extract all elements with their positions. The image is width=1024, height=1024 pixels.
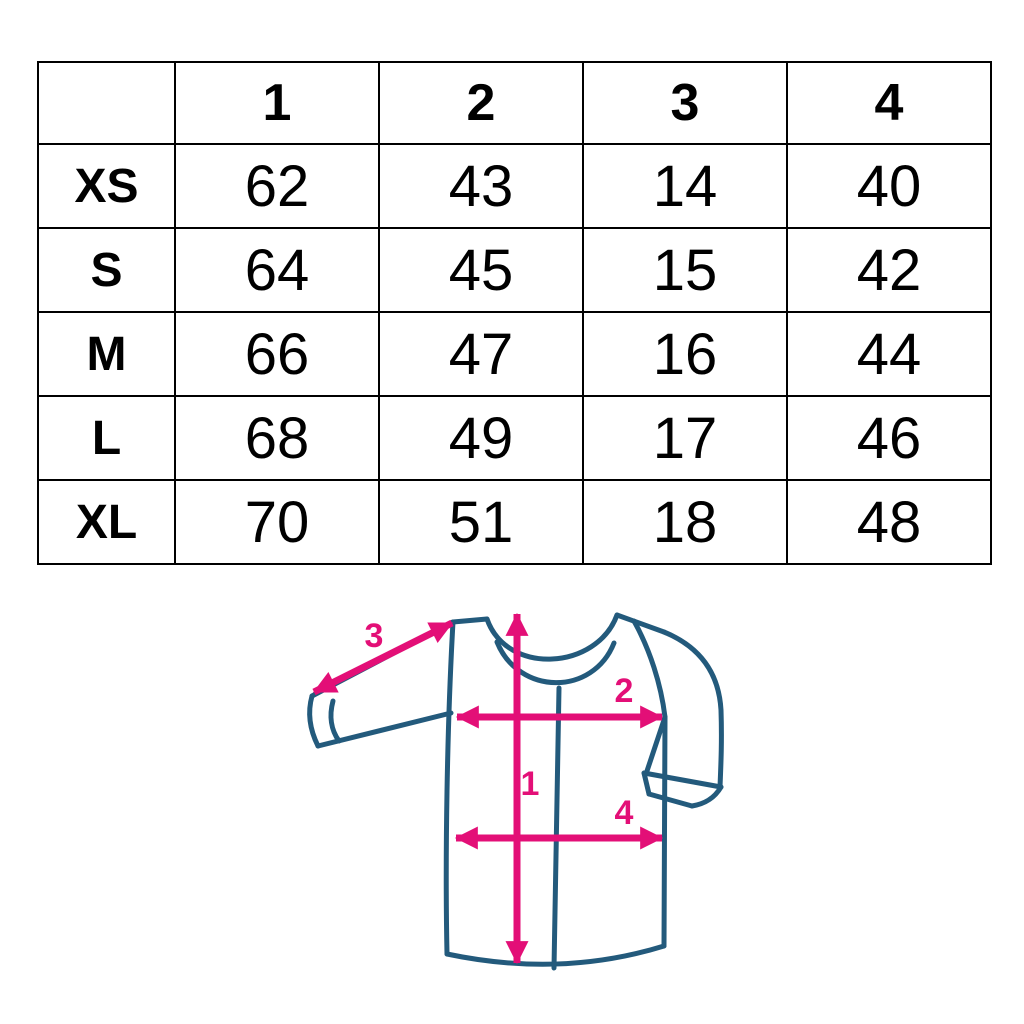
size-value-cell: 40 <box>786 143 992 229</box>
size-value-cell: 46 <box>786 395 992 481</box>
size-value-cell: 64 <box>174 227 380 313</box>
measure-label-2: 2 <box>615 672 634 710</box>
measure-label-1: 1 <box>521 765 540 803</box>
column-header-3: 3 <box>582 61 788 145</box>
size-value-cell: 45 <box>378 227 584 313</box>
size-value-cell: 48 <box>786 479 992 565</box>
size-row-label: XS <box>37 143 176 229</box>
table-row-xl: XL 70 51 18 48 <box>37 479 992 565</box>
table-row-l: L 68 49 17 46 <box>37 395 992 481</box>
size-value-cell: 43 <box>378 143 584 229</box>
garment-measurement-figure: 1 2 3 4 <box>293 588 733 1024</box>
size-value-cell: 42 <box>786 227 992 313</box>
corner-cell <box>37 61 176 145</box>
table-row-s: S 64 45 15 42 <box>37 227 992 313</box>
size-value-cell: 66 <box>174 311 380 397</box>
table-row-xs: XS 62 43 14 40 <box>37 143 992 229</box>
size-value-cell: 51 <box>378 479 584 565</box>
table-row-m: M 66 47 16 44 <box>37 311 992 397</box>
measure-label-4: 4 <box>615 794 634 832</box>
size-row-label: XL <box>37 479 176 565</box>
column-header-4: 4 <box>786 61 992 145</box>
size-row-label: S <box>37 227 176 313</box>
size-value-cell: 14 <box>582 143 788 229</box>
size-value-cell: 70 <box>174 479 380 565</box>
size-row-label: M <box>37 311 176 397</box>
size-chart-header-row: 1 2 3 4 <box>37 61 992 145</box>
measure-label-3: 3 <box>365 617 384 655</box>
size-value-cell: 68 <box>174 395 380 481</box>
size-value-cell: 16 <box>582 311 788 397</box>
size-value-cell: 47 <box>378 311 584 397</box>
size-value-cell: 44 <box>786 311 992 397</box>
measure-arrow-3-sleeve <box>312 619 454 696</box>
column-header-1: 1 <box>174 61 380 145</box>
size-chart-table: 1 2 3 4 XS 62 43 14 40 S 64 45 15 42 M 6… <box>37 61 992 565</box>
size-value-cell: 17 <box>582 395 788 481</box>
column-header-2: 2 <box>378 61 584 145</box>
size-value-cell: 62 <box>174 143 380 229</box>
size-value-cell: 49 <box>378 395 584 481</box>
size-row-label: L <box>37 395 176 481</box>
size-value-cell: 15 <box>582 227 788 313</box>
size-value-cell: 18 <box>582 479 788 565</box>
measurement-arrows <box>312 612 664 965</box>
